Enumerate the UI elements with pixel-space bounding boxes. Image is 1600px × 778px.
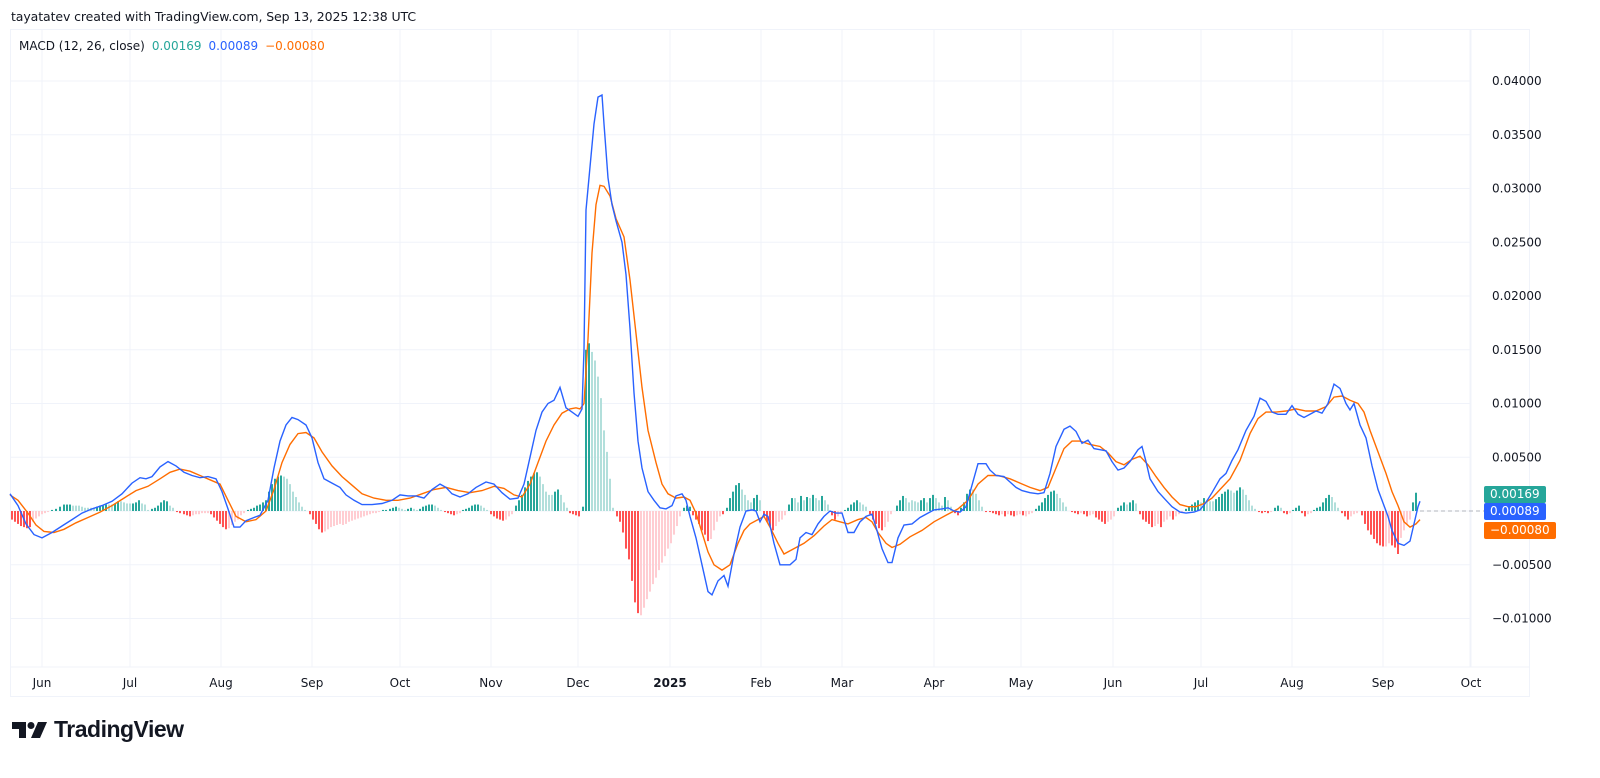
price-axis-tick: −0.00500 <box>1492 558 1552 572</box>
chart-attribution: tayatatev created with TradingView.com, … <box>11 9 416 24</box>
histogram-price-tag: 0.00169 <box>1484 486 1546 503</box>
price-axis-tick: −0.01000 <box>1492 612 1552 626</box>
price-axis-tick: 0.00500 <box>1492 450 1542 464</box>
time-axis-tick: Apr <box>924 676 945 690</box>
price-axis-tick: 0.01500 <box>1492 343 1542 357</box>
time-axis-tick: Jun <box>1103 676 1123 690</box>
time-axis-tick: Aug <box>1280 676 1303 690</box>
tradingview-logo[interactable]: TradingView <box>12 716 184 743</box>
chart-pane[interactable] <box>10 29 1530 697</box>
macd-value: 0.00089 <box>208 39 259 53</box>
time-axis-tick: Dec <box>566 676 589 690</box>
price-axis-tick: 0.03000 <box>1492 182 1542 196</box>
macd-histogram <box>11 343 1417 616</box>
time-axis-tick: Nov <box>479 676 502 690</box>
vertical-gridlines <box>41 30 1472 667</box>
indicator-name: MACD (12, 26, close) <box>19 39 145 53</box>
price-axis-tick: 0.02000 <box>1492 289 1542 303</box>
price-axis-tick: 0.03500 <box>1492 128 1542 142</box>
signal-value: −0.00080 <box>265 39 325 53</box>
macd-price-tag: 0.00089 <box>1484 503 1546 520</box>
time-axis-tick: Jul <box>1193 676 1208 690</box>
time-axis-tick: May <box>1009 676 1034 690</box>
time-axis-tick: Sep <box>301 676 324 690</box>
signal-line <box>9 184 1421 571</box>
time-axis-tick: Jul <box>122 676 137 690</box>
time-axis-tick: Oct <box>390 676 411 690</box>
time-axis-tick: Mar <box>831 676 854 690</box>
price-axis-tick: 0.02500 <box>1492 235 1542 249</box>
time-axis-tick: Sep <box>1372 676 1395 690</box>
price-axis-tick: 0.01000 <box>1492 397 1542 411</box>
price-axis-tick: 0.04000 <box>1492 74 1542 88</box>
signal-price-tag: −0.00080 <box>1484 522 1556 539</box>
price-axis-labels: 0.04000 0.03500 0.03000 0.02500 0.02000 0.015… <box>1492 74 1552 626</box>
indicator-legend[interactable]: MACD (12, 26, close) 0.00169 0.00089 −0.… <box>19 39 325 53</box>
macd-line <box>9 93 1421 597</box>
time-axis-tick: Aug <box>209 676 232 690</box>
histogram-value: 0.00169 <box>151 39 202 53</box>
tradingview-logo-text: TradingView <box>54 716 184 742</box>
time-axis-tick: 2025 <box>653 676 686 690</box>
time-axis-labels: Jun Jul Aug Sep Oct Nov Dec 2025 Feb Mar Apr May Jun… <box>32 676 1482 690</box>
time-axis-tick: Feb <box>750 676 771 690</box>
time-axis-tick: Jun <box>32 676 52 690</box>
time-axis-tick: Oct <box>1461 676 1482 690</box>
tradingview-logo-icon <box>12 721 47 738</box>
